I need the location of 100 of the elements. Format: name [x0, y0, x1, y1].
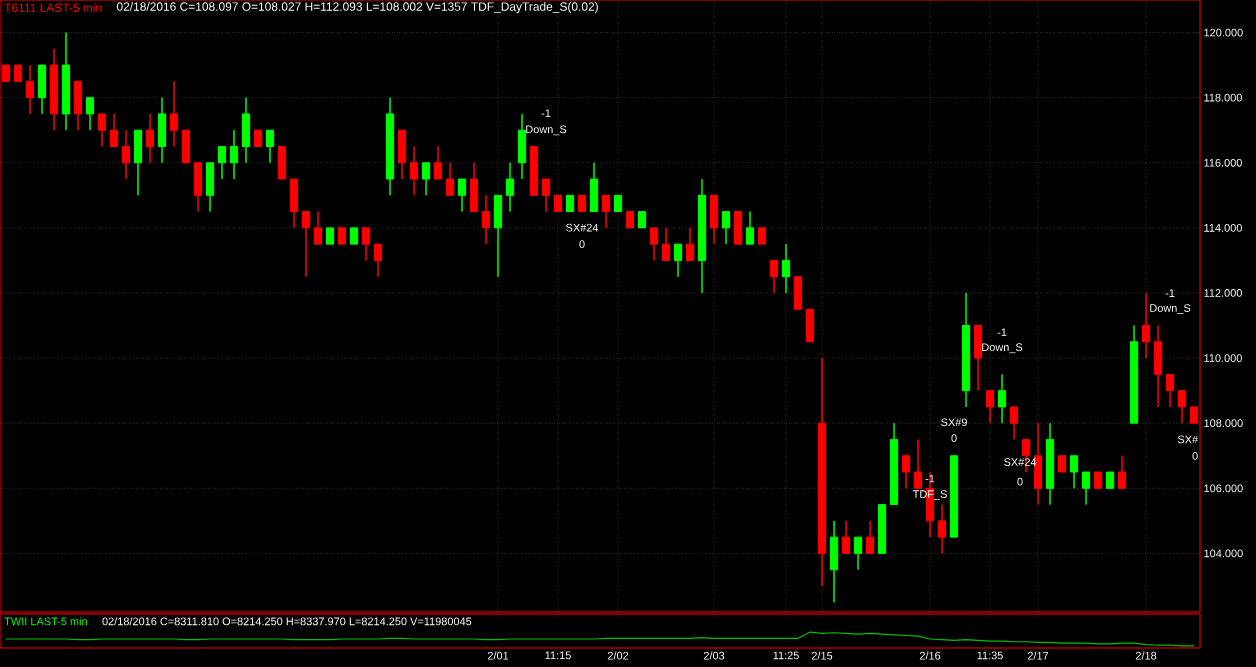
candlestick — [13, 64, 23, 82]
candlestick — [865, 520, 875, 554]
annotation: SX#24 — [566, 223, 599, 232]
chart-title: TWII LAST-5 min — [4, 617, 87, 626]
candlestick — [805, 308, 815, 343]
x-tick-label: 11:15 — [545, 651, 571, 660]
chart-title: T6111 LAST-5 min — [4, 3, 102, 12]
candlestick — [973, 325, 983, 392]
candlestick — [697, 178, 707, 294]
candlestick — [1165, 373, 1175, 408]
candlestick — [589, 162, 599, 213]
candlestick — [457, 178, 467, 213]
annotation: Down_S — [1150, 304, 1191, 314]
candlestick — [505, 162, 515, 213]
y-tick-label: 112.000 — [1204, 289, 1242, 297]
candlestick — [913, 438, 923, 489]
candlestick — [1141, 292, 1151, 359]
y-tick-label: 110.000 — [1204, 354, 1242, 362]
candlestick — [1069, 455, 1079, 489]
candlestick — [769, 259, 779, 294]
candlestick — [1009, 406, 1019, 440]
candlestick — [997, 373, 1007, 424]
candlestick — [949, 455, 959, 538]
x-tick-label: 2/15 — [811, 651, 833, 660]
candlestick — [361, 227, 371, 261]
candlestick — [289, 178, 299, 229]
candlestick — [277, 145, 287, 180]
annotation: Down_S — [526, 125, 567, 136]
candlestick — [73, 80, 83, 131]
annotation: -1 — [997, 328, 1007, 337]
candlestick — [397, 129, 407, 180]
candlestick — [109, 113, 119, 147]
chart-subtitle: 02/18/2016 C=8311.810 O=8214.250 H=8337.970 L=8214.250 V=11980045 — [102, 617, 472, 626]
candlestick — [85, 97, 95, 131]
candlestick — [757, 227, 767, 245]
candlestick — [781, 243, 791, 294]
candlestick — [481, 194, 491, 245]
candlestick — [853, 536, 863, 571]
y-tick-label: 120.000 — [1204, 28, 1243, 37]
candlestick — [121, 129, 131, 180]
candlestick — [49, 48, 59, 131]
candlestick — [217, 145, 227, 180]
annotation: SX# — [1177, 435, 1199, 444]
candlestick — [829, 520, 839, 603]
candlestick — [469, 162, 479, 213]
candlestick — [493, 194, 503, 278]
candlestick — [709, 194, 719, 245]
candlestick — [445, 162, 455, 196]
candlestick — [205, 162, 215, 213]
x-tick-label: 2/01 — [487, 651, 509, 660]
candlestick — [841, 520, 851, 554]
candlestick — [349, 227, 359, 245]
chart-subtitle: 02/18/2016 C=108.097 O=108.027 H=112.093 L=108.002 V=1357 TDF_DayTrade_S(0.02) — [116, 2, 598, 14]
candlestick — [1153, 325, 1163, 408]
candlestick — [145, 113, 155, 164]
candlestick — [1057, 455, 1067, 473]
candlestick — [421, 162, 431, 196]
candlestick — [901, 455, 911, 489]
candlestick — [313, 211, 323, 245]
candlestick — [1117, 455, 1127, 489]
annotation: 0 — [951, 434, 957, 443]
candlestick — [1093, 471, 1103, 489]
annotation: -1 — [1165, 289, 1175, 297]
candlestick — [253, 129, 263, 147]
candlestick — [937, 504, 947, 554]
candlestick — [649, 227, 659, 261]
candlestick — [265, 129, 275, 164]
candlestick — [541, 178, 551, 213]
candlestick — [817, 357, 827, 587]
annotation: SX#9 — [941, 418, 967, 427]
candlestick — [373, 243, 383, 278]
candlestick — [1177, 390, 1187, 424]
y-tick-label: 114.000 — [1204, 224, 1242, 232]
candlestick — [601, 194, 611, 229]
candlestick — [229, 129, 239, 180]
candlestick — [793, 276, 803, 310]
candlestick — [529, 145, 539, 196]
candlestick — [157, 97, 167, 164]
y-tick-label: 108.000 — [1204, 419, 1243, 428]
y-tick-label: 104.000 — [1204, 549, 1243, 558]
x-tick-label: 2/18 — [1135, 651, 1157, 660]
candlestick — [1045, 422, 1055, 506]
annotation: 0 — [579, 240, 585, 249]
annotation: Down_S — [982, 343, 1023, 354]
candlestick — [877, 504, 887, 554]
x-tick-label: 2/03 — [703, 651, 725, 660]
candlestick — [517, 113, 527, 180]
candlestick — [325, 227, 335, 245]
candlestick — [1129, 325, 1139, 424]
candlestick — [553, 194, 563, 213]
candlestick — [637, 211, 647, 229]
candlestick — [721, 211, 731, 245]
candlestick — [961, 292, 971, 408]
y-tick-label: 116.000 — [1204, 158, 1242, 167]
candlestick — [1105, 471, 1115, 489]
candlestick — [385, 97, 395, 196]
annotation: 0 — [1017, 477, 1023, 486]
candlestick — [985, 390, 995, 424]
x-tick-label: 11:25 — [773, 651, 799, 660]
candlestick — [409, 145, 419, 196]
